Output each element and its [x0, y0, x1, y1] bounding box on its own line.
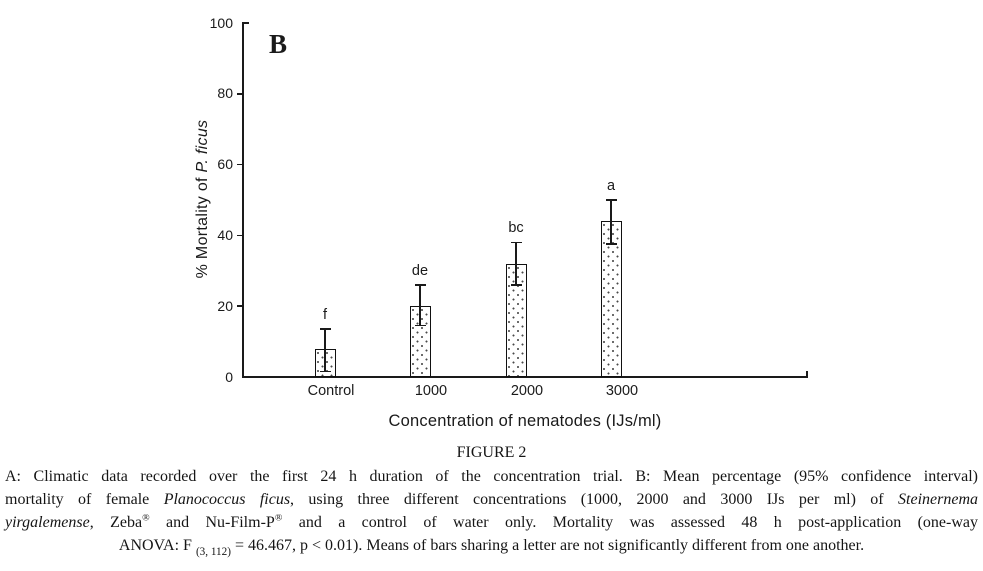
caption-text-run: Steinernema	[898, 491, 979, 508]
caption-line: ANOVA: F (3, 112) = 46.467, p < 0.01). M…	[5, 534, 978, 559]
error-bar-cap-bottom	[605, 243, 617, 246]
y-tick	[237, 305, 242, 307]
y-tick-label: 100	[209, 14, 233, 31]
y-axis-title-text: % Mortality of	[194, 172, 211, 279]
significance-letter: a	[606, 178, 616, 194]
error-bar-line	[515, 242, 517, 285]
panel-label: B	[269, 29, 288, 59]
caption-text-run: ANOVA: F	[118, 537, 196, 554]
caption-text-run: = 46.467, p < 0.01). Means of bars shari…	[230, 537, 865, 554]
significance-letter: f	[322, 307, 328, 324]
caption-text-run: (3, 112)	[195, 546, 231, 559]
bar	[505, 263, 527, 377]
caption-text-run: , Zeba	[89, 514, 143, 531]
y-axis-end-tick	[243, 22, 249, 24]
bar	[600, 221, 622, 377]
caption-text-run: and Nu-Film-P	[149, 514, 275, 531]
y-tick	[237, 93, 242, 95]
caption-text-run: and a control of water only. Mortality w…	[282, 514, 979, 531]
error-bar-cap-bottom	[319, 370, 331, 373]
x-category-label: 1000	[414, 382, 448, 399]
error-bar-line	[324, 329, 326, 372]
x-category-label: 2000	[510, 382, 544, 399]
caption-text-run: , using three different concentrations (…	[290, 491, 899, 508]
caption-text-run: A: Climatic data recorded over the first…	[5, 468, 978, 485]
x-category-label: Control	[307, 382, 355, 399]
caption-line: yirgalemense, Zeba® and Nu-Film-P® and a…	[5, 511, 978, 534]
x-axis-line	[241, 376, 808, 378]
x-axis-end-tick	[805, 370, 808, 378]
caption-text-run: Planococcus ficus	[163, 491, 291, 508]
y-tick	[237, 163, 242, 166]
caption-title: FIGURE 2	[456, 444, 527, 461]
significance-letter: de	[411, 262, 429, 279]
error-bar-cap-top	[605, 199, 617, 201]
error-bar-line	[419, 284, 421, 326]
error-bar-line	[610, 200, 612, 245]
caption-line: mortality of female Planococcus ficus, u…	[5, 488, 978, 511]
y-axis-title: % Mortality of P. ficus	[194, 120, 212, 279]
caption-line: A: Climatic data recorded over the first…	[5, 465, 978, 488]
caption-text-run: ®	[274, 512, 283, 524]
error-bar-cap-top	[414, 284, 426, 286]
caption-text-run: ®	[142, 512, 150, 524]
y-axis-line	[241, 22, 244, 378]
error-bar-cap-top	[319, 328, 331, 330]
error-bar-cap-bottom	[510, 284, 522, 286]
bar	[409, 306, 431, 377]
significance-letter: bc	[508, 220, 524, 237]
error-bar-cap-top	[510, 241, 522, 244]
caption-text-run: mortality of female	[5, 491, 164, 508]
y-tick-label: 60	[217, 156, 233, 173]
y-tick-label: 0	[225, 368, 233, 385]
error-bar-cap-bottom	[414, 324, 426, 327]
y-tick-label: 40	[217, 226, 233, 243]
figure-caption: FIGURE 2 A: Climatic data recorded over …	[5, 441, 978, 559]
caption-text-run: yirgalemense	[5, 514, 90, 531]
x-axis-title: Concentration of nematodes (IJs/ml)	[388, 412, 662, 430]
y-tick-label: 80	[217, 85, 233, 102]
x-category-label: 3000	[605, 382, 639, 399]
caption-body: A: Climatic data recorded over the first…	[5, 465, 978, 559]
y-tick-label: 20	[217, 297, 233, 314]
y-tick	[237, 234, 242, 237]
